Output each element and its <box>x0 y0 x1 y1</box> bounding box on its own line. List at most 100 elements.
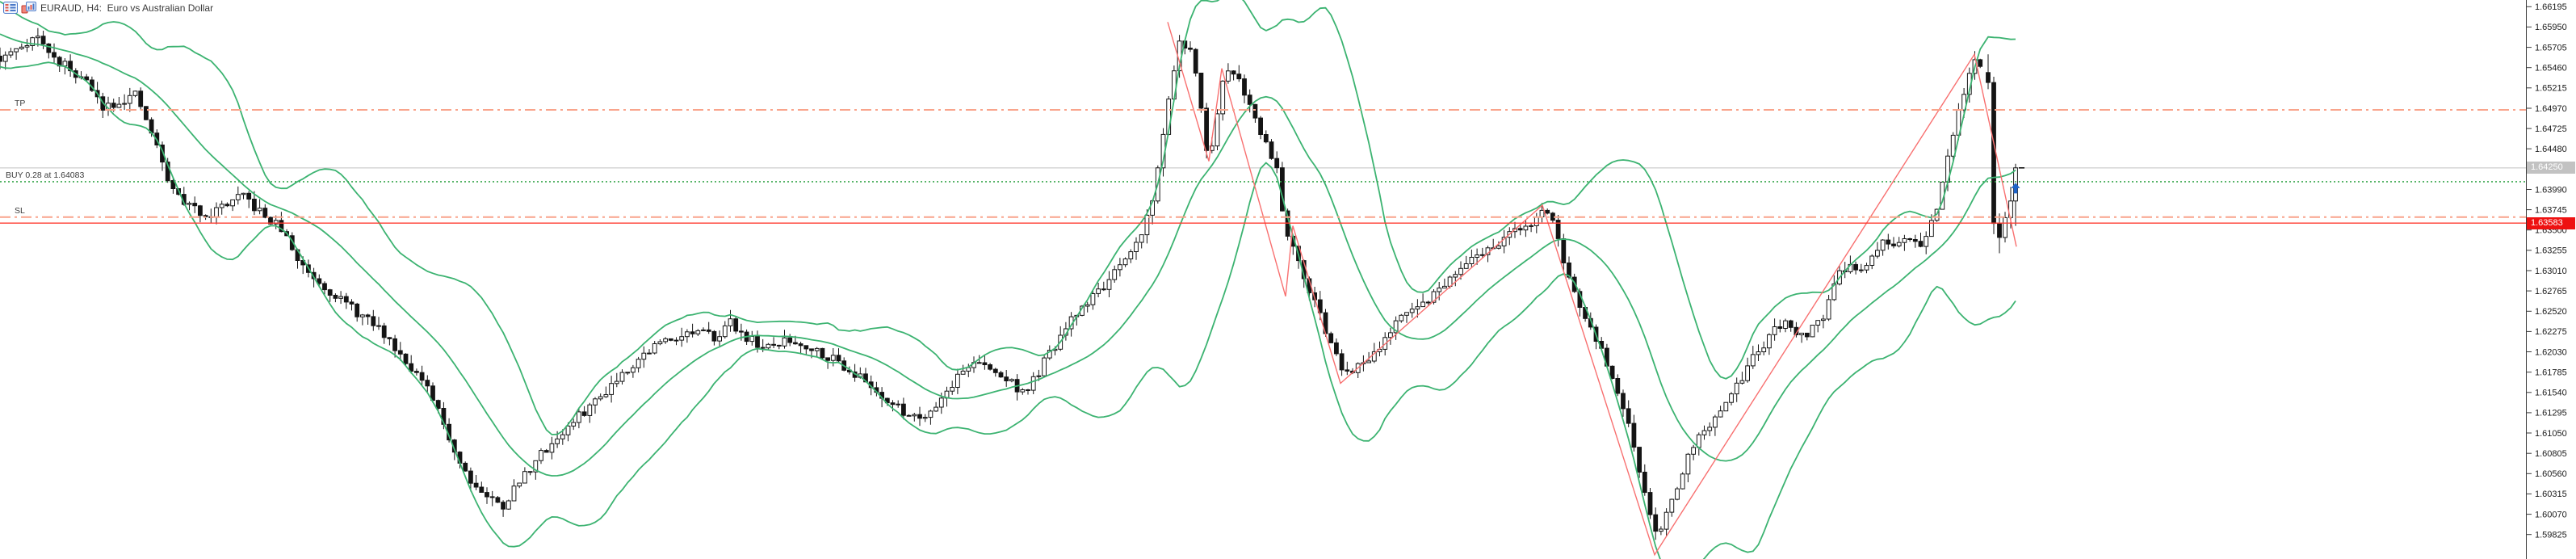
candle <box>1090 293 1096 305</box>
candle <box>593 398 598 406</box>
bollinger-upper-line <box>0 0 2016 435</box>
candle <box>463 462 468 472</box>
candle <box>1701 430 1707 435</box>
candle <box>1004 376 1009 382</box>
candle <box>262 208 268 218</box>
candle <box>1739 380 1745 384</box>
candle <box>581 411 587 416</box>
candle <box>1226 70 1231 82</box>
candle <box>565 425 571 435</box>
candle <box>1858 269 1864 271</box>
candle <box>1734 382 1739 395</box>
candle <box>711 330 717 342</box>
candle <box>1761 347 1767 353</box>
axis-tick-label: 1.63990 <box>2535 185 2567 195</box>
candle <box>414 371 419 373</box>
candle <box>798 343 803 347</box>
candle <box>1691 447 1696 455</box>
candle <box>1220 80 1226 115</box>
stop-loss-label: SL <box>15 206 25 216</box>
candle <box>1750 354 1756 367</box>
candle <box>241 192 246 195</box>
candle <box>733 318 739 332</box>
candle <box>679 336 685 341</box>
candle <box>68 61 73 72</box>
candle <box>722 325 728 338</box>
candle <box>1042 357 1047 376</box>
take-profit-label: TP <box>15 99 26 108</box>
candle <box>338 296 344 299</box>
candle <box>950 387 955 392</box>
candle <box>1659 528 1663 532</box>
candle <box>1626 408 1631 424</box>
candle <box>138 90 144 107</box>
candle <box>1567 263 1571 278</box>
bid-price-badge: 1.64250 <box>2527 162 2575 174</box>
candle <box>619 372 625 382</box>
candle <box>938 397 944 408</box>
candle <box>1345 369 1350 372</box>
candle <box>257 208 262 212</box>
candle <box>695 330 701 334</box>
axis-tick-label: 1.62765 <box>2535 287 2567 296</box>
candle <box>1047 350 1052 359</box>
candle <box>652 343 657 354</box>
candle <box>1269 141 1274 159</box>
axis-tick-label: 1.62030 <box>2535 347 2567 357</box>
candle <box>127 95 132 104</box>
candle <box>533 460 539 473</box>
candle <box>311 271 317 280</box>
candle <box>52 52 57 58</box>
candle <box>766 343 771 349</box>
candle <box>917 414 922 419</box>
candle <box>901 403 906 416</box>
candle <box>279 220 284 233</box>
candle <box>2003 216 2008 238</box>
candle <box>506 500 511 510</box>
candle <box>0 56 2 62</box>
candle <box>992 368 998 373</box>
buy-entry-label: BUY 0.28 at 1.64083 <box>6 170 85 180</box>
candle <box>1274 158 1280 169</box>
candle <box>355 303 360 317</box>
candle <box>706 329 711 332</box>
candle <box>1242 78 1247 96</box>
candle <box>252 199 257 212</box>
axis-tick-label: 1.63745 <box>2535 205 2567 215</box>
candle <box>1918 241 1924 247</box>
candle <box>793 342 798 345</box>
candle <box>1144 214 1150 236</box>
candle <box>62 61 68 67</box>
candle <box>1555 220 1561 239</box>
candle <box>371 316 376 326</box>
candle <box>749 336 755 343</box>
candle <box>803 345 809 350</box>
candle <box>787 337 793 343</box>
axis-tick-label: 1.60805 <box>2535 449 2567 459</box>
candle <box>1669 498 1675 513</box>
candle <box>1106 279 1112 290</box>
chart-window-icon <box>21 2 36 14</box>
candle <box>1437 288 1442 292</box>
candle <box>1026 389 1030 391</box>
candle <box>84 76 90 81</box>
candle <box>1788 320 1794 328</box>
candle <box>1009 379 1014 382</box>
candle <box>1826 299 1831 320</box>
bollinger-middle-line <box>0 33 2016 477</box>
axis-tick-label: 1.61295 <box>2535 409 2567 418</box>
candle <box>555 438 560 444</box>
candle <box>1399 314 1404 322</box>
candle <box>728 318 733 326</box>
candle <box>825 357 831 361</box>
candle <box>1118 264 1122 271</box>
axis-tick-label: 1.59825 <box>2535 531 2567 540</box>
price-axis-background <box>2526 0 2576 559</box>
candle <box>928 410 933 418</box>
candle <box>1085 304 1090 307</box>
candle <box>322 283 327 291</box>
candle <box>1409 309 1415 313</box>
candle <box>1204 107 1209 151</box>
candle <box>1442 285 1447 289</box>
